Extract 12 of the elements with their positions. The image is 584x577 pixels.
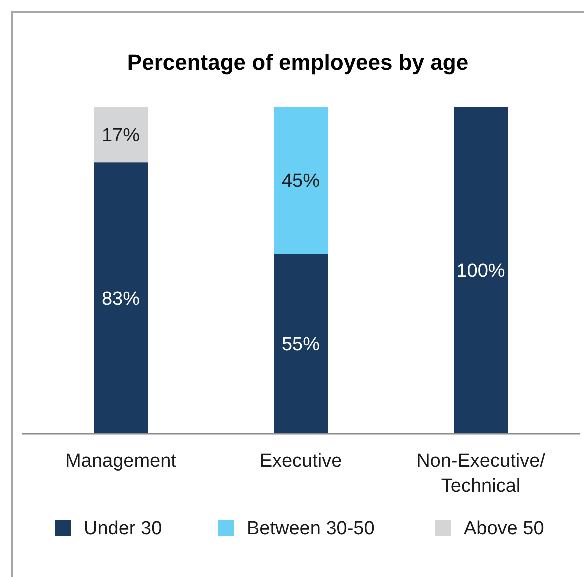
chart-title: Percentage of employees by age	[127, 50, 469, 75]
data-label: 45%	[282, 171, 320, 192]
data-label: 100%	[456, 261, 506, 282]
legend-label: Between 30-50	[247, 518, 375, 540]
x-tick-label: Non-Executive/ Technical	[416, 451, 546, 497]
data-label: 17%	[102, 125, 140, 146]
legend-label: Above 50	[464, 518, 544, 540]
data-label: 55%	[282, 334, 320, 356]
x-tick-label: Executive	[260, 451, 342, 472]
data-label: 83%	[102, 288, 140, 310]
x-tick-label: Management	[66, 451, 178, 472]
legend-label: Under 30	[84, 518, 162, 540]
